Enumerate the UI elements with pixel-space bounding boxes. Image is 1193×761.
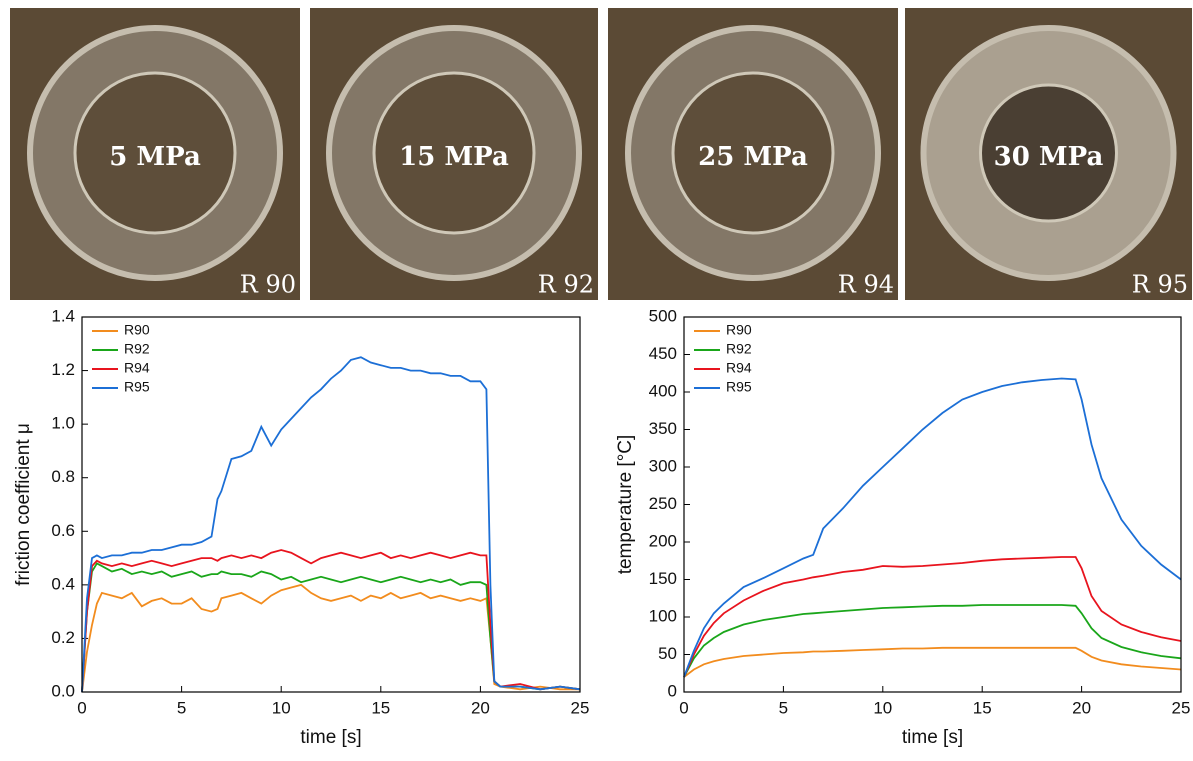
y-tick-label: 0.6 bbox=[51, 521, 75, 540]
y-tick-label: 400 bbox=[649, 381, 677, 400]
data-line bbox=[683, 604, 1182, 678]
y-tick-label: 50 bbox=[658, 644, 677, 663]
y-tick-label: 0.8 bbox=[51, 467, 75, 486]
y-tick-label: 0.4 bbox=[51, 574, 75, 593]
data-line bbox=[683, 556, 1182, 678]
y-tick-label: 250 bbox=[649, 494, 677, 513]
plot-frame bbox=[683, 316, 1182, 693]
y-axis-label: temperature [°C] bbox=[615, 435, 636, 575]
x-tick-label: 10 bbox=[873, 698, 892, 717]
specimen-core bbox=[73, 71, 237, 235]
specimen-core bbox=[671, 71, 835, 235]
y-tick-label: 450 bbox=[649, 344, 677, 363]
data-line bbox=[683, 646, 1182, 678]
x-tick-label: 15 bbox=[973, 698, 992, 717]
x-tick-label: 5 bbox=[177, 698, 186, 717]
y-tick-label: 200 bbox=[649, 531, 677, 550]
pressure-label: 15 MPa bbox=[399, 142, 509, 172]
specimen-core bbox=[372, 71, 536, 235]
y-tick-label: 0.2 bbox=[51, 628, 75, 647]
y-tick-label: 350 bbox=[649, 419, 677, 438]
pressure-label: 30 MPa bbox=[994, 142, 1104, 172]
x-tick-label: 0 bbox=[77, 698, 86, 717]
legend-label: R90 bbox=[726, 322, 752, 338]
x-axis-label: time [s] bbox=[300, 727, 361, 748]
y-tick-label: 100 bbox=[649, 606, 677, 625]
data-line bbox=[81, 562, 581, 693]
legend-label: R94 bbox=[726, 360, 752, 376]
data-line bbox=[81, 583, 580, 693]
y-tick-label: 1.2 bbox=[51, 360, 75, 379]
y-tick-label: 1.0 bbox=[51, 414, 75, 433]
x-tick-label: 15 bbox=[371, 698, 390, 717]
pressure-label: 25 MPa bbox=[698, 142, 808, 172]
legend-label: R95 bbox=[726, 379, 752, 395]
y-tick-label: 0.0 bbox=[51, 681, 75, 700]
y-tick-label: 300 bbox=[649, 456, 677, 475]
x-tick-label: 5 bbox=[779, 698, 788, 717]
x-tick-label: 25 bbox=[1172, 698, 1191, 717]
legend-label: R94 bbox=[124, 360, 150, 376]
x-tick-label: 25 bbox=[571, 698, 590, 717]
legend-label: R90 bbox=[124, 322, 150, 338]
x-tick-label: 0 bbox=[679, 698, 688, 717]
legend-label: R95 bbox=[124, 379, 150, 395]
sample-label: R 92 bbox=[538, 271, 594, 299]
data-line bbox=[81, 356, 581, 693]
legend-label: R92 bbox=[726, 341, 752, 357]
plot-frame bbox=[81, 316, 581, 693]
x-tick-label: 20 bbox=[471, 698, 490, 717]
legend-label: R92 bbox=[124, 341, 150, 357]
pressure-label: 5 MPa bbox=[109, 142, 201, 172]
data-line bbox=[683, 377, 1182, 678]
sample-label: R 90 bbox=[240, 271, 296, 299]
specimen-core bbox=[979, 83, 1118, 223]
y-axis-label: friction coefficient μ bbox=[13, 423, 34, 586]
y-tick-label: 1.4 bbox=[51, 306, 75, 325]
sample-label: R 95 bbox=[1132, 271, 1188, 299]
y-tick-label: 500 bbox=[649, 306, 677, 325]
x-axis-label: time [s] bbox=[902, 727, 963, 748]
y-tick-label: 150 bbox=[649, 569, 677, 588]
data-line bbox=[81, 549, 581, 693]
sample-label: R 94 bbox=[838, 271, 894, 299]
x-tick-label: 10 bbox=[272, 698, 291, 717]
y-tick-label: 0 bbox=[668, 681, 677, 700]
x-tick-label: 20 bbox=[1072, 698, 1091, 717]
